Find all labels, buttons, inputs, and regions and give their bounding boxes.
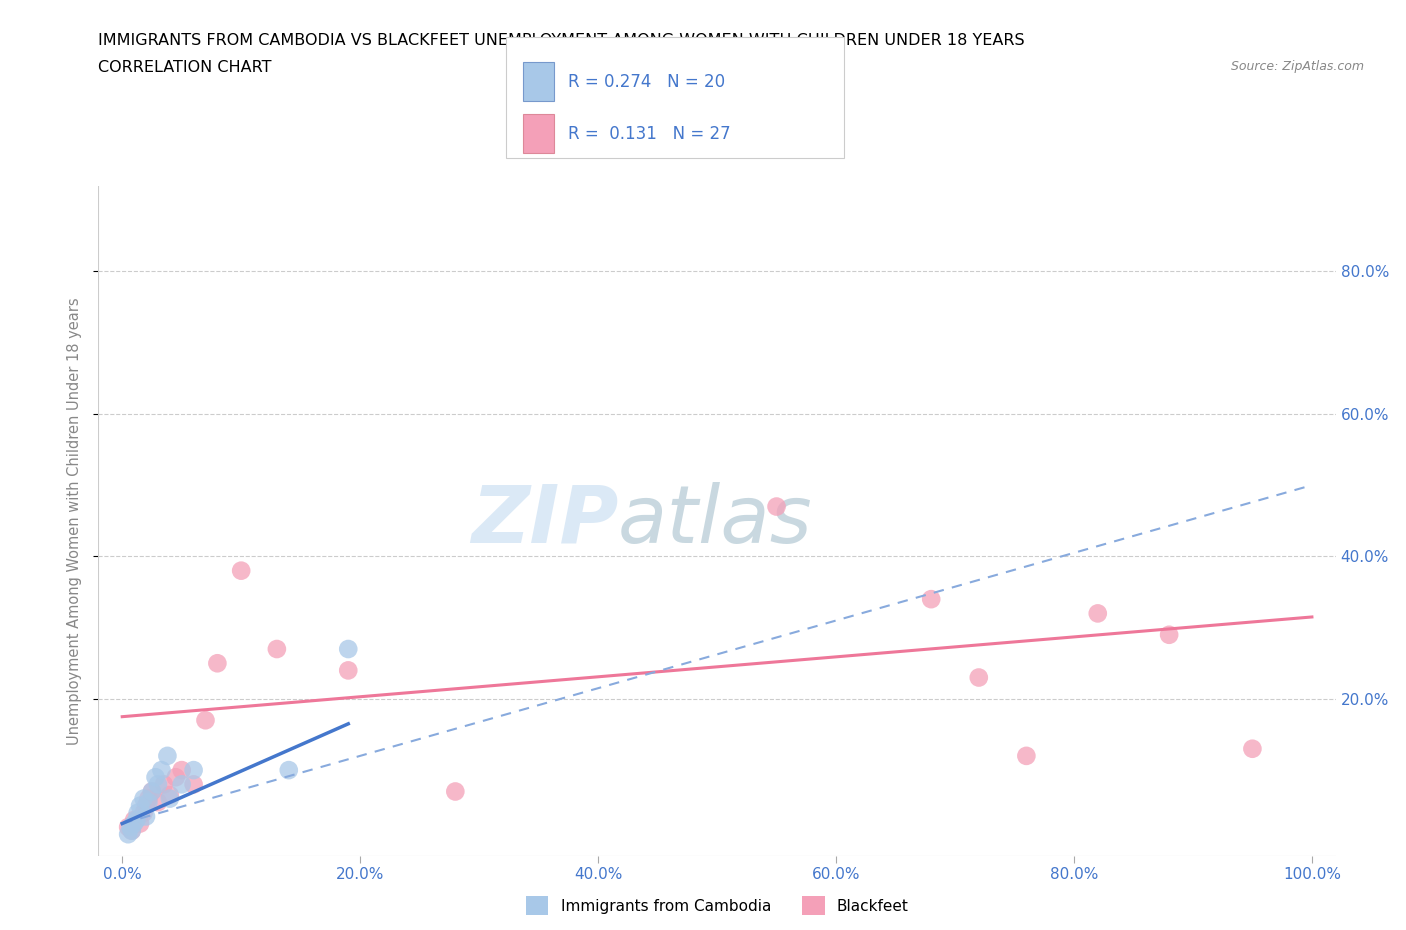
Point (145, 770, 167, 785)
Point (266, 642, 288, 657)
Point (146, 795, 169, 810)
Point (765, 499, 787, 514)
Point (153, 777, 176, 791)
Point (138, 795, 160, 810)
Text: ZIP: ZIP (471, 482, 619, 560)
Point (920, 591, 942, 606)
Text: CORRELATION CHART: CORRELATION CHART (98, 60, 271, 75)
Point (1159, 628, 1181, 643)
Point (132, 805, 155, 820)
Text: atlas: atlas (619, 482, 813, 560)
Point (132, 791, 155, 806)
Point (444, 784, 467, 799)
Point (135, 809, 157, 824)
Point (231, 564, 253, 578)
Point (121, 823, 143, 838)
Point (1015, 749, 1038, 764)
Text: IMMIGRANTS FROM CAMBODIA VS BLACKFEET UNEMPLOYMENT AMONG WOMEN WITH CHILDREN UND: IMMIGRANTS FROM CAMBODIA VS BLACKFEET UN… (98, 33, 1025, 47)
Point (183, 763, 205, 777)
Point (337, 663, 360, 678)
Point (117, 827, 139, 842)
Point (120, 819, 142, 834)
Point (127, 805, 149, 820)
Text: Source: ZipAtlas.com: Source: ZipAtlas.com (1230, 60, 1364, 73)
Point (122, 817, 145, 831)
Point (277, 763, 299, 777)
Point (156, 749, 179, 764)
Point (183, 777, 205, 791)
Point (125, 813, 148, 828)
Point (122, 813, 145, 828)
Point (141, 784, 163, 799)
Point (135, 798, 157, 813)
Point (150, 763, 173, 777)
Legend: Immigrants from Cambodia, Blackfeet: Immigrants from Cambodia, Blackfeet (526, 897, 908, 915)
Point (117, 819, 139, 834)
Point (159, 791, 181, 806)
Point (207, 656, 229, 671)
Point (159, 788, 181, 803)
Point (141, 784, 163, 799)
Y-axis label: Unemployment Among Women with Children Under 18 years: Unemployment Among Women with Children U… (67, 297, 83, 745)
Point (170, 763, 193, 777)
Point (121, 823, 143, 838)
Point (1087, 606, 1109, 621)
Point (1241, 741, 1264, 756)
Point (194, 712, 217, 727)
Point (967, 671, 990, 685)
Point (165, 770, 187, 785)
Point (146, 777, 169, 791)
Point (138, 791, 160, 806)
Text: R = 0.274   N = 20: R = 0.274 N = 20 (568, 73, 725, 91)
Point (170, 777, 193, 791)
Point (337, 642, 360, 657)
Point (129, 798, 152, 813)
Point (129, 817, 152, 831)
Text: R =  0.131   N = 27: R = 0.131 N = 27 (568, 125, 731, 143)
